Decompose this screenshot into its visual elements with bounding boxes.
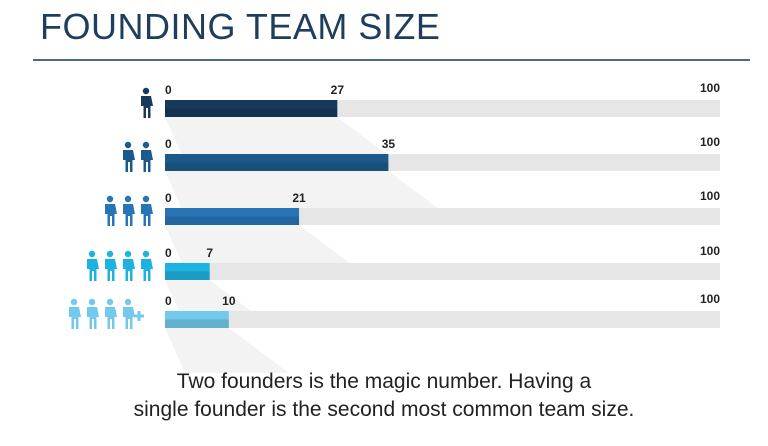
- bar-shadow: [165, 171, 449, 216]
- founders-icon-group: [87, 250, 153, 281]
- person-icon-body: [123, 150, 135, 172]
- person-icon-body: [105, 307, 117, 329]
- bar-2: [165, 154, 389, 171]
- value-label: 35: [382, 137, 396, 151]
- founders-icon-group: [69, 298, 144, 329]
- person-icon-head: [106, 298, 114, 306]
- axis-max-label: 100: [700, 81, 720, 95]
- bar-shadow: [165, 117, 398, 162]
- person-icon-head: [106, 250, 114, 258]
- bar-shade: [165, 271, 210, 280]
- person-icon-head: [106, 195, 114, 203]
- person-icon-head: [70, 298, 78, 306]
- caption-line-1: Two founders is the magic number. Having…: [176, 370, 592, 393]
- axis-min-label: 0: [165, 246, 172, 260]
- person-icon-body: [87, 307, 99, 329]
- person-icon-head: [124, 195, 132, 203]
- person-icon-head: [88, 298, 96, 306]
- person-icon-body: [141, 204, 153, 226]
- axis-max-label: 100: [700, 135, 720, 149]
- axis-min-label: 0: [165, 83, 172, 97]
- person-icon-body: [69, 307, 81, 329]
- person-icon-head: [124, 141, 132, 149]
- person-icon-body: [141, 96, 153, 118]
- founders-icon-group: [123, 141, 153, 172]
- bar-4: [165, 263, 210, 280]
- person-icon-body: [123, 204, 135, 226]
- axis-min-label: 0: [165, 294, 172, 308]
- value-label: 10: [222, 294, 236, 308]
- person-icon-body: [123, 259, 135, 281]
- person-icon-head: [142, 195, 150, 203]
- bar-5: [165, 311, 229, 328]
- bar-3: [165, 208, 300, 225]
- axis-max-label: 100: [700, 244, 720, 258]
- bar-track: [165, 311, 720, 328]
- bar-1: [165, 100, 338, 117]
- founders-icon-group: [105, 195, 153, 226]
- caption-line-2: single founder is the second most common…: [133, 398, 635, 421]
- person-icon-head: [142, 250, 150, 258]
- person-icon-body: [123, 307, 135, 329]
- person-icon-body: [105, 204, 117, 226]
- person-icon-body: [141, 259, 153, 281]
- value-label: 27: [331, 83, 345, 97]
- founders-icon-group: [141, 87, 153, 118]
- bar-track: [165, 208, 720, 225]
- bar-shade: [165, 216, 300, 225]
- person-icon-head: [142, 87, 150, 95]
- bar-shadow: [165, 225, 360, 270]
- axis-max-label: 100: [700, 189, 720, 203]
- axis-min-label: 0: [165, 137, 172, 151]
- value-label: 7: [206, 246, 213, 260]
- bar-track: [165, 263, 720, 280]
- bar-shade: [165, 108, 338, 117]
- bar-shadow: [165, 328, 289, 373]
- person-icon-head: [124, 298, 132, 306]
- axis-max-label: 100: [700, 292, 720, 306]
- plus-icon: [134, 311, 144, 321]
- person-icon-head: [142, 141, 150, 149]
- axis-min-label: 0: [165, 191, 172, 205]
- value-label: 21: [292, 191, 306, 205]
- caption: Two founders is the magic number. Having…: [0, 368, 768, 424]
- person-icon-head: [88, 250, 96, 258]
- person-icon-body: [141, 150, 153, 172]
- person-icon-body: [105, 259, 117, 281]
- bar-shade: [165, 319, 229, 328]
- person-icon-head: [124, 250, 132, 258]
- person-icon-body: [87, 259, 99, 281]
- page-title: FOUNDING TEAM SIZE: [40, 6, 441, 47]
- title-divider: [33, 59, 750, 61]
- bar-shade: [165, 162, 389, 171]
